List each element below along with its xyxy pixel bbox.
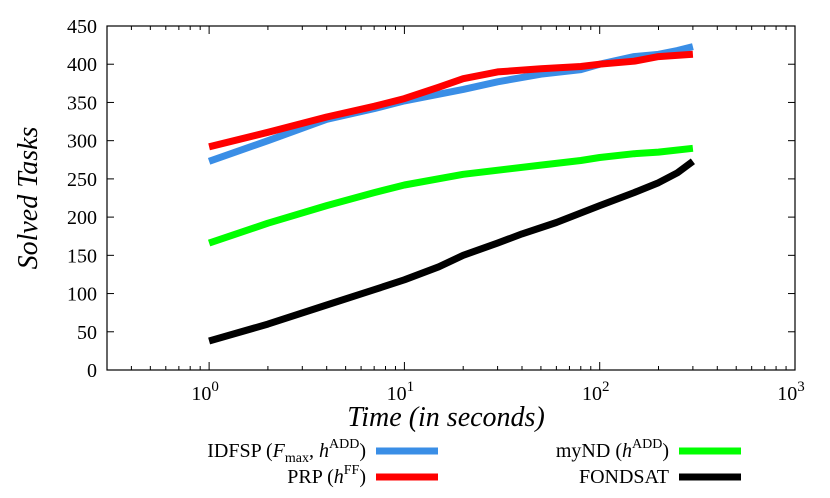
y-tick-label: 400: [67, 54, 97, 76]
x-axis-label: Time (in seconds): [347, 402, 545, 433]
y-tick-label: 200: [67, 207, 97, 229]
series-line-2: [207, 144, 694, 247]
plot-lines: [207, 43, 695, 345]
series-line-3: [208, 158, 695, 345]
y-tick-label: 450: [67, 16, 97, 38]
legend-label-3: FONDSAT: [579, 466, 669, 488]
y-tick-label: 150: [67, 245, 97, 267]
y-tick-label: 300: [67, 131, 97, 153]
legend-label-0: IDFSP (Fmax, hADD): [207, 437, 366, 466]
legend-label-2: myND (hADD): [556, 437, 669, 462]
y-tick-label: 350: [67, 92, 97, 114]
y-tick-label: 250: [67, 169, 97, 191]
x-tick-label: 100: [191, 379, 219, 405]
y-axis: 0 50 100 150 200 250 300 350 400 450: [67, 16, 795, 382]
y-tick-label: 0: [87, 360, 97, 382]
y-tick-label: 100: [67, 284, 97, 306]
y-tick-label: 50: [77, 322, 97, 344]
x-tick-label: 103: [777, 379, 805, 405]
legend: IDFSP (Fmax, hADD)PRP (hFF) myND (hADD) FO…: [207, 437, 741, 488]
y-axis-label: Solved Tasks: [13, 126, 44, 269]
series-line-1: [208, 50, 694, 151]
legend-label-1: PRP (hFF): [287, 463, 366, 488]
x-tick-label: 102: [582, 379, 610, 405]
plot-frame: [106, 25, 796, 371]
